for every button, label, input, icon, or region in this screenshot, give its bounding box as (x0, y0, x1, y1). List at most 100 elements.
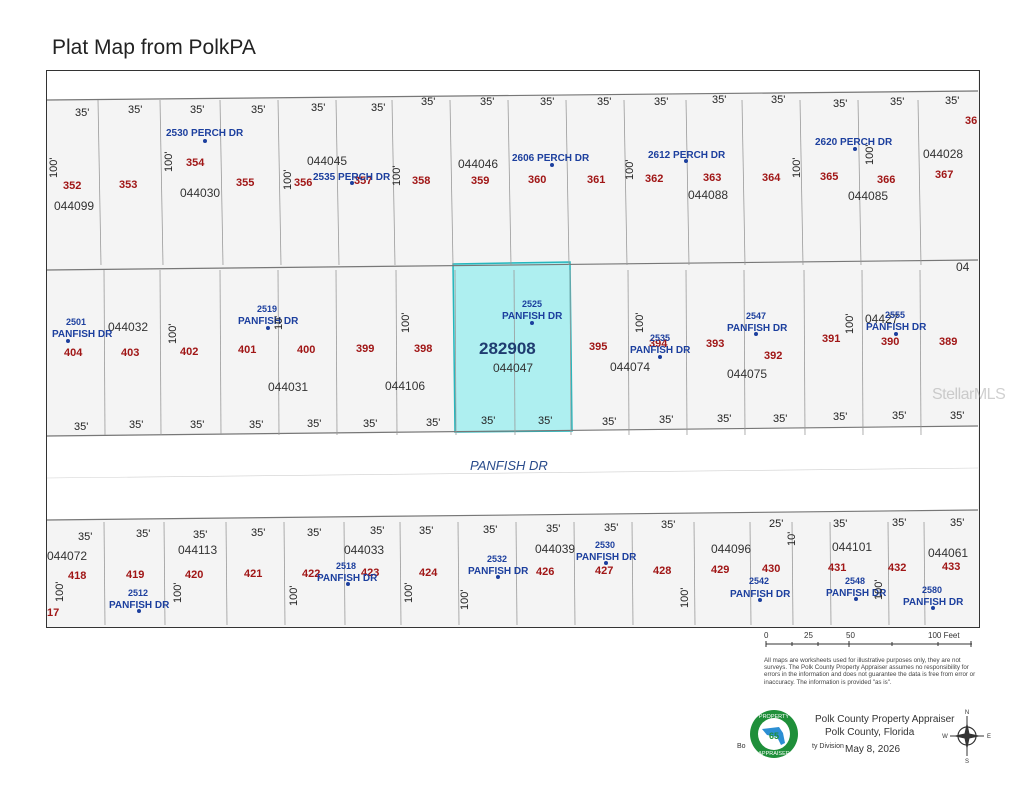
lot-line (395, 269, 398, 436)
parcel-id: 044088 (688, 188, 728, 202)
parcel-id: 044061 (928, 546, 968, 560)
lot-number: 17 (47, 607, 59, 619)
plat-map[interactable]: 35' 35' 35' 35' 35' 35' 35' 35' 35' 35' 35' 35' 35' 3… (46, 70, 980, 628)
address-point (758, 598, 762, 602)
address-street: PANFISH DR (109, 600, 170, 611)
address-street: PANFISH DR (727, 323, 788, 334)
lot-line (47, 90, 979, 101)
lot-line (454, 269, 457, 436)
depth-label: 100' (634, 313, 646, 333)
lot-number: 419 (126, 569, 144, 581)
address-number: 2580 (922, 585, 942, 595)
lot-line (277, 269, 280, 436)
lot-line (623, 99, 628, 266)
lot-line (399, 521, 402, 626)
depth-label: 100' (844, 314, 856, 334)
lot-number: 364 (762, 172, 781, 184)
lot-number: 362 (645, 173, 663, 185)
watermark: StellarMLS (932, 386, 1006, 403)
dimension-label: 35' (717, 413, 731, 425)
parcel-id: 044033 (344, 543, 384, 557)
address-point (203, 139, 207, 143)
address-point (854, 597, 858, 601)
lot-line (685, 99, 690, 266)
dimension-label: 35' (136, 528, 150, 540)
address-number: 2542 (749, 576, 769, 586)
dimension-label: 35' (654, 96, 668, 108)
map-date: May 8, 2026 (845, 744, 901, 755)
lot-number: 431 (828, 562, 846, 574)
lot-line (277, 99, 282, 266)
plat-map-canvas[interactable]: 35' 35' 35' 35' 35' 35' 35' 35' 35' 35' 35' 35' 35' 3… (47, 71, 979, 627)
dimension-label: 35' (75, 107, 89, 119)
address-label: 2530 PERCH DR (166, 128, 244, 139)
parcel-id: 044031 (268, 380, 308, 394)
lot-number: 403 (121, 347, 139, 359)
lot-number: 400 (297, 344, 315, 356)
svg-text:S: S (965, 759, 969, 764)
dimension-label: 35' (251, 527, 265, 539)
lot-line (631, 521, 634, 626)
lot-line (627, 269, 630, 436)
parcel-id: 04 (956, 260, 970, 274)
dimension-label: 35' (419, 525, 433, 537)
scale-tick-50: 50 (846, 631, 855, 640)
dimension-label: 35' (540, 96, 554, 108)
address-point (66, 339, 70, 343)
lot-number: 428 (653, 565, 671, 577)
lot-line (887, 521, 890, 626)
address-street: PANFISH DR (317, 573, 378, 584)
dimension-label: 35' (193, 529, 207, 541)
dimension-label: 35' (190, 104, 204, 116)
address-number: 2535 (650, 333, 670, 343)
dimension-label: 35' (602, 416, 616, 428)
appraiser-fragment-right: ty Division (812, 743, 844, 750)
svg-text:N: N (965, 710, 969, 716)
parcel-id: 044113 (178, 543, 217, 557)
depth-label: 100' (624, 160, 636, 180)
lot-line (47, 467, 979, 479)
dimension-label: 35' (546, 523, 560, 535)
address-point (550, 163, 554, 167)
parcel-id: 044046 (458, 157, 498, 171)
lot-line (685, 269, 688, 436)
address-point (346, 582, 350, 586)
lot-number: 360 (528, 174, 546, 186)
address-point (496, 575, 500, 579)
dimension-label: 35' (421, 96, 435, 108)
lot-line (47, 425, 979, 437)
lot-line (919, 269, 922, 436)
lot-number: 404 (64, 347, 83, 359)
lot-line (159, 99, 164, 266)
address-point (931, 606, 935, 610)
lot-line (743, 269, 746, 436)
depth-label: 100' (163, 152, 175, 172)
lot-number: 363 (703, 172, 721, 184)
parcel-id: 044030 (180, 186, 220, 200)
parcel-id: 044101 (832, 540, 872, 554)
address-number: 2555 (885, 310, 905, 320)
parcel-id: 044032 (108, 320, 148, 334)
lot-line (803, 269, 806, 436)
address-number: 2519 (257, 304, 277, 314)
lot-number: 36 (965, 115, 977, 127)
depth-label: 100' (167, 324, 179, 344)
lot-number: 355 (236, 177, 254, 189)
appraiser-county: Polk County, Florida (825, 727, 915, 738)
scale-bar: 0 25 50 100 Feet (762, 628, 972, 658)
lot-line (569, 269, 572, 436)
lot-number: 426 (536, 566, 554, 578)
lot-line (857, 99, 862, 266)
lot-line (917, 99, 922, 266)
dimension-label: 35' (363, 418, 377, 430)
lot-line (565, 99, 570, 266)
dimension-label: 35' (74, 421, 88, 433)
lot-line (335, 99, 340, 266)
dimension-label: 35' (771, 94, 785, 106)
lot-line (513, 269, 516, 436)
parcel-id: 044045 (307, 154, 347, 168)
address-number: 2532 (487, 554, 507, 564)
dimension-label: 35' (945, 95, 959, 107)
address-number: 2530 (595, 540, 615, 550)
address-point (350, 181, 354, 185)
